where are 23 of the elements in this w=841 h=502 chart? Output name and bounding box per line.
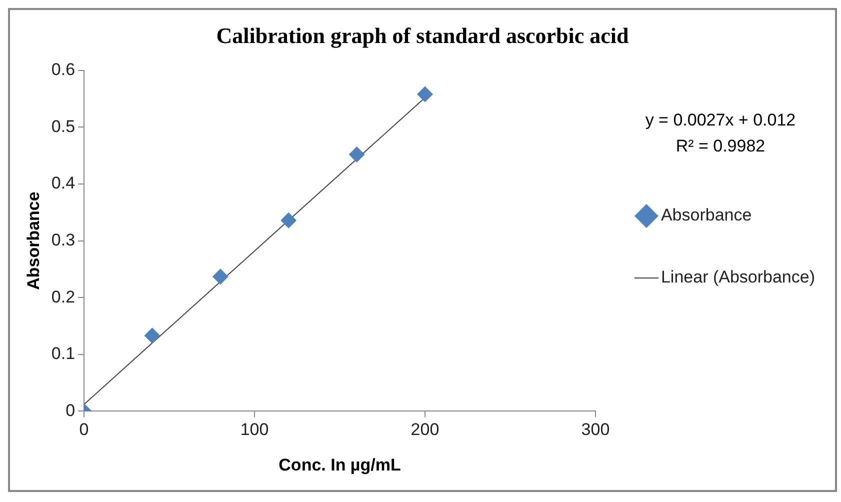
text: y = 0.0027x + 0.012 bbox=[645, 110, 796, 130]
x-tick-label: 200 bbox=[410, 420, 440, 440]
y-tick-label: 0.1 bbox=[51, 344, 76, 364]
chart-title: Calibration graph of standard ascorbic acid bbox=[216, 22, 629, 48]
x-tick-label: 0 bbox=[79, 420, 89, 440]
x-axis-title: Conc. In µg/mL bbox=[278, 455, 401, 474]
x-tick-label: 100 bbox=[240, 420, 269, 440]
x-tick-label: 300 bbox=[581, 420, 610, 440]
point bbox=[144, 328, 160, 344]
point bbox=[212, 268, 228, 285]
y-axis-title: Absorbance bbox=[24, 192, 43, 290]
y-tick-label: 0.6 bbox=[51, 60, 76, 80]
y-tick-label: 0 bbox=[66, 400, 76, 420]
y-tick-label: 0.2 bbox=[51, 287, 76, 306]
text: R² = 0.9982 bbox=[676, 136, 766, 156]
y-tick-label: 0.5 bbox=[51, 116, 76, 136]
point bbox=[416, 86, 433, 102]
y-tick-label: 0.3 bbox=[51, 230, 76, 250]
y-tick-label: 0.4 bbox=[51, 174, 76, 193]
point bbox=[348, 146, 365, 162]
legend-label: Absorbance bbox=[660, 206, 752, 225]
point bbox=[280, 212, 297, 228]
legend-label: Linear (Absorbance) bbox=[660, 268, 815, 287]
